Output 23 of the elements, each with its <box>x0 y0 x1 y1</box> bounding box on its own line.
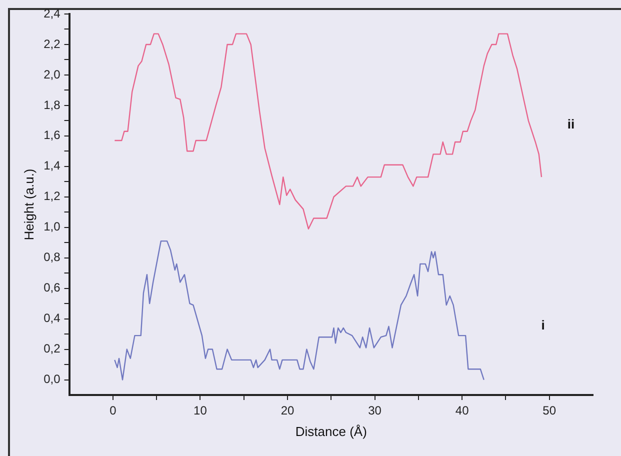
y-axis-title: Height (a.u.) <box>21 168 36 240</box>
y-tick-label: 1,4 <box>44 158 61 173</box>
y-tick-label: 1,0 <box>44 220 61 234</box>
y-tick-label: 0,6 <box>44 280 61 295</box>
text: i <box>541 318 545 333</box>
y-tick-label: 1,6 <box>44 128 61 142</box>
x-tick-label: 10 <box>194 404 208 418</box>
x-axis-title: Distance (Å) <box>295 424 367 439</box>
x-tick-label: 20 <box>280 404 294 418</box>
y-tick-label: 1,8 <box>44 98 61 112</box>
y-tick-label: 0,2 <box>44 342 61 356</box>
x-tick-label: 40 <box>455 404 470 418</box>
y-tick-label: 0,8 <box>44 250 61 264</box>
x-tick-label: 30 <box>368 404 382 418</box>
y-tick-label: 1,2 <box>44 189 61 204</box>
y-tick-label: 2,0 <box>44 67 61 82</box>
text: ii <box>567 116 575 132</box>
y-tick-label: 0,0 <box>44 372 61 386</box>
x-tick-label: 0 <box>110 404 117 418</box>
y-tick-label: 0,4 <box>44 311 61 326</box>
y-tick-label: 2,4 <box>44 6 61 20</box>
x-tick-label: 50 <box>542 404 556 418</box>
y-tick-label: 2,2 <box>44 36 61 51</box>
